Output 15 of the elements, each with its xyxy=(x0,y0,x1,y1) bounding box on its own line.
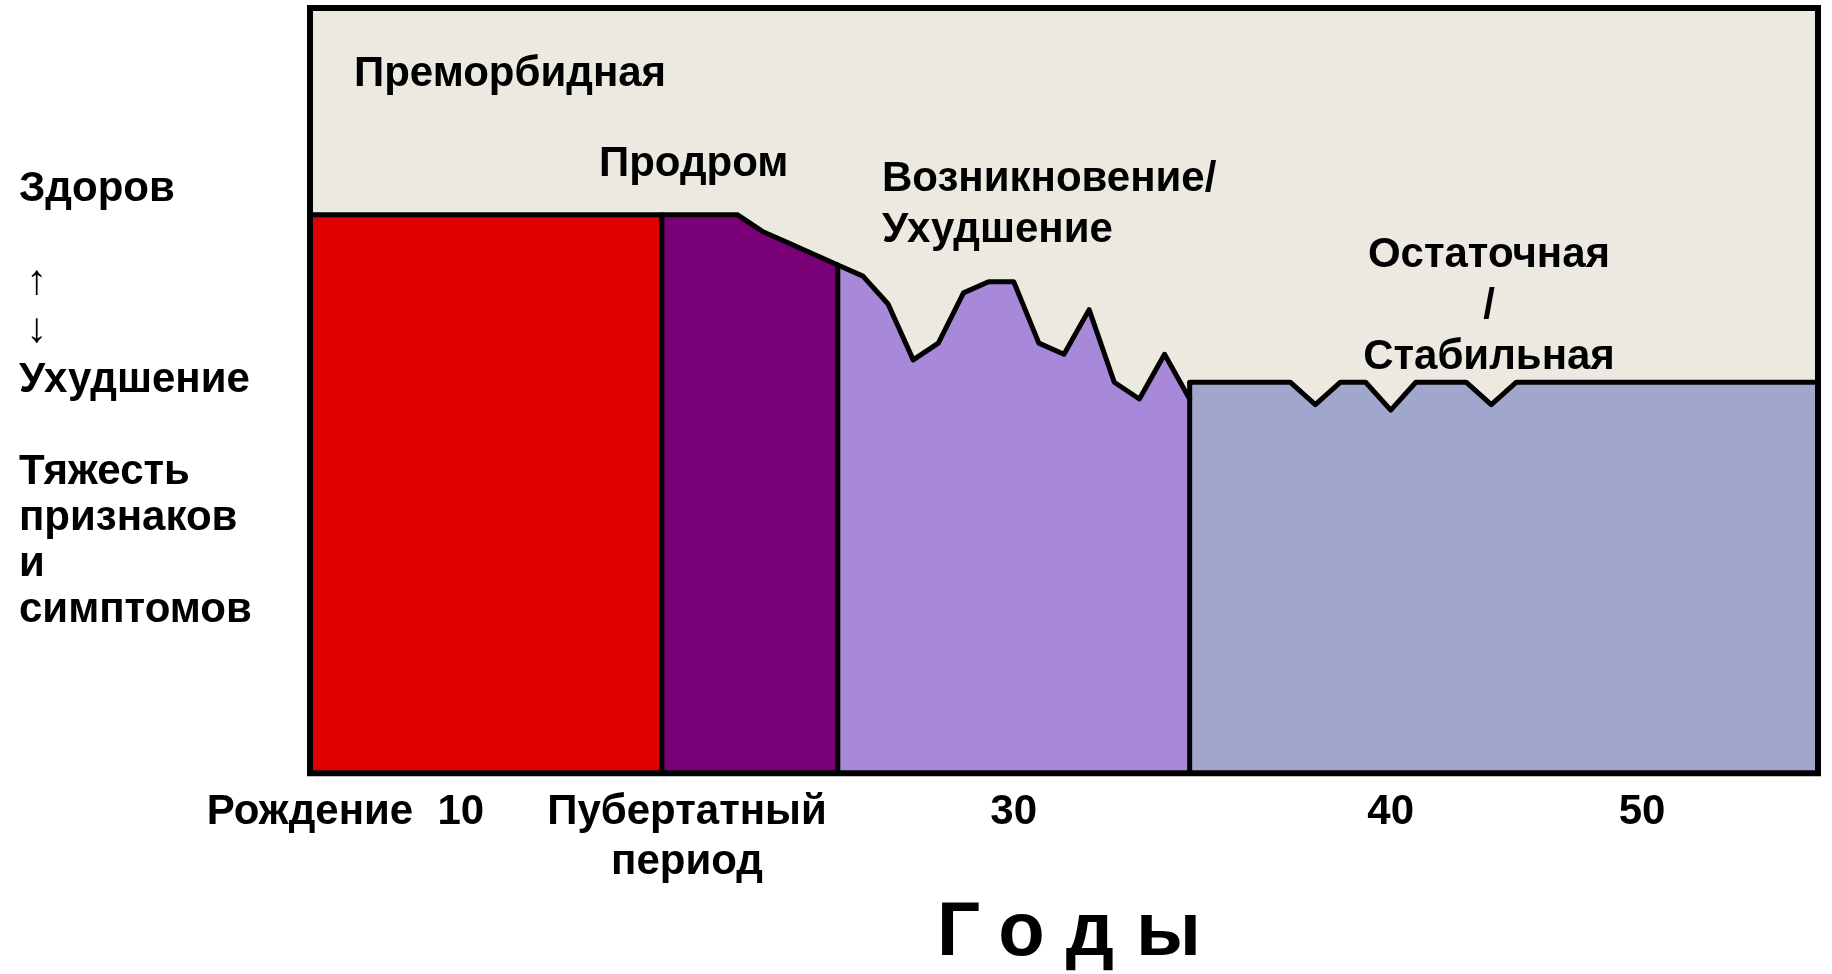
x-tick-label: Рождение xyxy=(206,785,414,833)
text: Ухудшение xyxy=(19,353,250,401)
text: Продром xyxy=(599,137,789,185)
annotation: Возникновение/ Ухудшение xyxy=(882,152,1217,251)
text: Здоров xyxy=(19,162,175,210)
x-tick-label: 30 xyxy=(990,785,1038,833)
x-axis-title: Годы xyxy=(937,885,1223,971)
x-tick-label: 40 xyxy=(1367,785,1415,833)
y-axis-title: Тяжесть признаков и симптомов xyxy=(19,445,252,631)
text: ↑ ↓ xyxy=(26,255,47,351)
x-tick-label: 50 xyxy=(1618,785,1666,833)
text: Преморбидная xyxy=(354,47,667,95)
annotation: Остаточная / Стабильная xyxy=(1363,228,1615,378)
x-tick-label: Пубертатный период xyxy=(547,785,827,884)
x-tick-label: 10 xyxy=(437,785,485,833)
